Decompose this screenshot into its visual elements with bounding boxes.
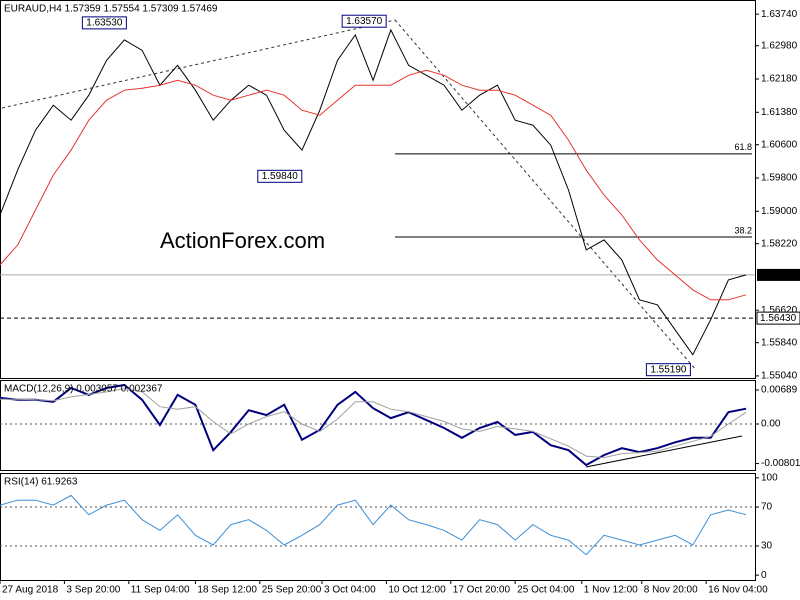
y-tick-label: 1.59000: [761, 206, 798, 217]
panel-frame: [0, 380, 756, 471]
panel-frame: [0, 0, 756, 379]
price-tag-label: 1.57469: [760, 270, 797, 281]
y-tick-label: 1.55840: [761, 337, 798, 348]
trend-line: [1, 19, 396, 109]
annotation-label: 1.63530: [86, 18, 123, 29]
annotation-box: [81, 16, 127, 30]
y-tick-label: 1.58220: [761, 238, 798, 249]
x-tick-label: 1 Nov 12:00: [584, 585, 638, 596]
y-tick-label: 1.62180: [761, 74, 798, 85]
annotation-box: [257, 169, 303, 183]
y-tick-label: 1.63740: [761, 9, 798, 20]
fib-label: 38.2: [734, 225, 752, 235]
support-tag: [756, 311, 800, 325]
y-tick-label: 0.00: [761, 419, 781, 430]
x-tick-label: 16 Nov 04:00: [708, 585, 768, 596]
x-tick-label: 11 Sep 04:00: [131, 585, 190, 596]
fib-label: 61.8: [734, 142, 752, 152]
series-line: [0, 383, 747, 467]
x-tick-label: 8 Nov 20:00: [644, 585, 698, 596]
y-tick-label: 100: [761, 473, 778, 484]
y-tick-label: 1.62980: [761, 40, 798, 51]
series-line: [0, 28, 747, 356]
y-tick-label: 1.61380: [761, 107, 798, 118]
y-tick-label: 70: [761, 502, 773, 513]
macd-trend-line: [585, 435, 743, 468]
annotation-box: [645, 363, 691, 377]
y-tick-label: 1.59800: [761, 173, 798, 184]
y-tick-label: 1.60600: [761, 139, 798, 150]
y-tick-label: 30: [761, 541, 773, 552]
annotation-label: 1.63570: [346, 16, 383, 27]
panel-title: EURAUD,H4 1.57359 1.57554 1.57309 1.5746…: [4, 4, 218, 15]
panel-title: RSI(14) 61.9263: [4, 477, 78, 488]
series-line: [0, 387, 747, 459]
x-tick-label: 3 Sep 20:00: [66, 585, 120, 596]
x-tick-label: 25 Sep 20:00: [262, 585, 322, 596]
x-tick-label: 18 Sep 12:00: [197, 585, 257, 596]
y-tick-label: 1.55040: [761, 371, 798, 382]
watermark: ActionForex.com: [160, 228, 325, 253]
y-tick-label: 0.00689: [761, 385, 798, 396]
annotation-box: [341, 14, 387, 28]
panel-title: MACD(12,26,9) 0.003057 0.002367: [4, 384, 163, 395]
series-line: [0, 494, 747, 556]
annotation-label: 1.59840: [262, 171, 299, 182]
y-tick-label: 1.56620: [761, 305, 798, 316]
x-tick-label: 25 Oct 04:00: [517, 585, 575, 596]
y-tick-label: -0.008013: [761, 458, 800, 469]
panel-frame: [0, 473, 756, 581]
x-tick-label: 10 Oct 12:00: [388, 585, 446, 596]
x-tick-label: 17 Oct 20:00: [453, 585, 511, 596]
series-line: [0, 69, 747, 301]
support-tag-label: 1.56430: [760, 313, 797, 324]
price-tag: [757, 268, 800, 281]
annotation-label: 1.55190: [650, 364, 687, 375]
x-tick-label: 27 Aug 2018: [2, 585, 59, 596]
y-tick-label: 0: [761, 570, 767, 581]
x-tick-label: 3 Oct 04:00: [324, 585, 376, 596]
trend-line: [394, 19, 697, 371]
